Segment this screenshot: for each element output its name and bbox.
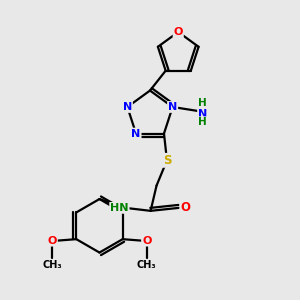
Text: H: H [198, 98, 207, 108]
Text: N: N [168, 102, 177, 112]
Text: CH₃: CH₃ [137, 260, 157, 270]
Text: H: H [198, 117, 207, 127]
Text: O: O [142, 236, 152, 246]
Text: HN: HN [110, 203, 129, 213]
Text: N: N [131, 129, 141, 139]
Text: N: N [198, 109, 207, 119]
Text: O: O [180, 201, 190, 214]
Text: S: S [163, 154, 171, 167]
Text: CH₃: CH₃ [42, 260, 62, 270]
Text: O: O [47, 236, 57, 246]
Text: O: O [173, 27, 183, 37]
Text: N: N [123, 102, 132, 112]
